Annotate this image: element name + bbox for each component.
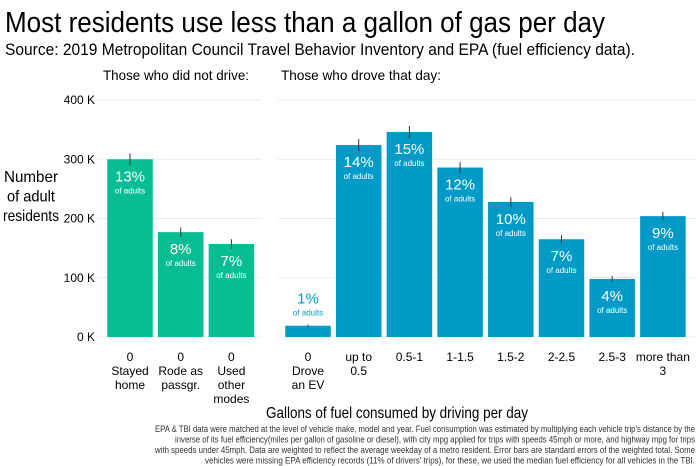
percent-sublabel: of adults	[648, 243, 678, 252]
x-tick-label: up to	[345, 350, 372, 364]
x-tick-label: more than	[636, 350, 690, 364]
percent-label: 4%	[601, 288, 623, 305]
percent-label: 10%	[496, 211, 526, 228]
percent-sublabel: of adults	[445, 195, 475, 204]
y-tick-label: 200 K	[64, 212, 95, 226]
bar	[640, 216, 686, 337]
chart-subtitle: Source: 2019 Metropolitan Council Travel…	[5, 40, 635, 59]
x-tick-label: 0.5	[350, 364, 367, 378]
footnote-line: vehicles were missing EPA efficiency rec…	[205, 456, 695, 466]
x-tick-label: 0	[305, 350, 312, 364]
x-tick-label: 1.5-2	[497, 350, 525, 364]
x-tick-label: an EV	[292, 378, 325, 392]
y-axis-label-line: Number	[4, 169, 59, 186]
percent-label: 7%	[551, 248, 573, 265]
bar	[488, 201, 534, 337]
x-tick-label: Drove	[292, 364, 324, 378]
x-tick-label: Rode as	[158, 364, 203, 378]
x-tick-label: 0	[127, 350, 134, 364]
y-axis-ticks: 0 K 100 K 200 K 300 K 400 K	[64, 93, 95, 344]
x-tick-label: other	[218, 378, 245, 392]
percent-sublabel: of adults	[546, 266, 576, 275]
footnote: EPA & TBI data were matched at the level…	[154, 424, 695, 466]
percent-sublabel: of adults	[216, 271, 246, 280]
percent-label: 14%	[344, 154, 374, 171]
x-tick-label: Stayed	[111, 364, 148, 378]
percent-label: 15%	[394, 141, 424, 158]
y-axis-label-line: residents	[3, 208, 59, 225]
footnote-line: EPA & TBI data were matched at the level…	[155, 424, 695, 434]
percent-sublabel: of adults	[597, 306, 627, 315]
x-tick-label: home	[115, 378, 145, 392]
y-axis-label: Number of adult residents	[3, 169, 59, 225]
x-tick-label: 0.5-1	[396, 350, 424, 364]
x-tick-label: modes	[213, 392, 249, 406]
x-tick-label: 0	[177, 350, 184, 364]
y-tick-label: 300 K	[64, 152, 95, 166]
x-tick-label: passgr.	[161, 378, 200, 392]
bar	[386, 131, 433, 337]
bar	[589, 278, 635, 337]
percent-sublabel: of adults	[394, 159, 424, 168]
x-axis-label: Gallons of fuel consumed by driving per …	[266, 405, 528, 422]
x-tick-label: 0	[228, 350, 235, 364]
x-tick-label: 2.5-3	[599, 350, 627, 364]
bar	[208, 243, 255, 337]
y-tick-label: 400 K	[64, 93, 95, 107]
percent-label: 13%	[115, 168, 145, 185]
x-tick-label: 1-1.5	[446, 350, 474, 364]
bar	[157, 232, 204, 337]
panel-heading-drivers: Those who drove that day:	[281, 67, 441, 83]
percent-label: 8%	[170, 241, 192, 258]
x-tick-label: 3	[660, 364, 667, 378]
bar	[437, 167, 483, 337]
footnote-line: with speeds under 45mph. Data are weight…	[154, 445, 695, 455]
footnote-line: inverse of its fuel efficiency(miles per…	[175, 435, 695, 445]
x-tick-label: Used	[217, 364, 245, 378]
percent-label: 9%	[652, 225, 674, 242]
chart-title: Most residents use less than a gallon of…	[5, 7, 605, 39]
bar	[107, 159, 153, 337]
y-tick-label: 100 K	[64, 271, 95, 285]
bar	[335, 145, 382, 337]
bar	[285, 325, 331, 337]
y-tick-label: 0 K	[77, 330, 95, 344]
percent-label: 7%	[221, 253, 243, 270]
percent-sublabel: of adults	[115, 186, 145, 195]
x-tick-label: 2-2.5	[548, 350, 576, 364]
bar	[538, 239, 585, 337]
percent-label: 12%	[445, 177, 475, 194]
y-axis-label-line: of adult	[7, 189, 56, 206]
percent-sublabel: of adults	[166, 259, 196, 268]
percent-sublabel: of adults	[496, 229, 526, 238]
percent-label: 1%	[297, 291, 319, 308]
percent-sublabel: of adults	[293, 309, 323, 318]
percent-sublabel: of adults	[344, 172, 374, 181]
panel-heading-nondrivers: Those who did not drive:	[103, 67, 249, 83]
